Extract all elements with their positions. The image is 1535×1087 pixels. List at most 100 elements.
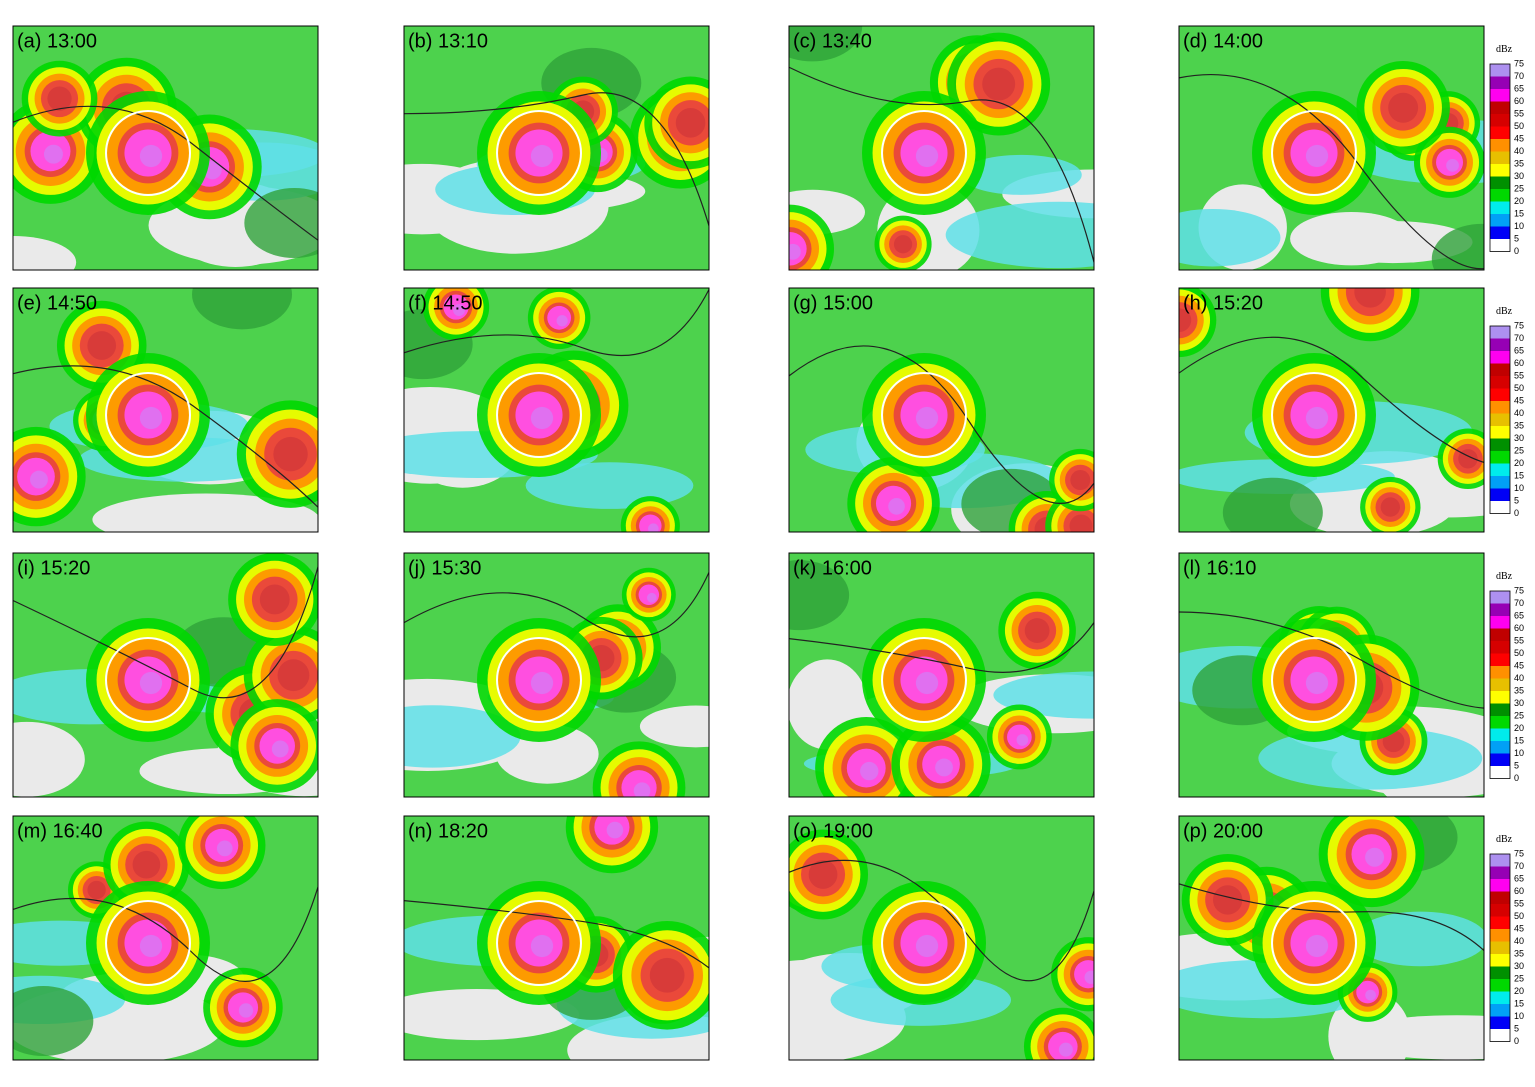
colorbar-swatch — [1490, 603, 1510, 616]
echo-core — [238, 1003, 254, 1018]
radar-panel — [13, 288, 318, 532]
colorbar-tick-label: 20 — [1514, 723, 1524, 733]
radar-panel — [789, 288, 1094, 532]
colorbar-tick-label: 45 — [1514, 395, 1524, 405]
echo-weak — [960, 154, 1082, 195]
echo-cell — [1069, 514, 1093, 532]
colorbar-swatch — [1490, 941, 1510, 954]
panel-label: (i) 15:20 — [17, 557, 90, 579]
boundary — [13, 566, 318, 699]
highlight-circle — [105, 110, 191, 196]
echo-core — [935, 758, 953, 777]
echo-weak — [945, 201, 1094, 269]
colorbar-swatch — [1490, 501, 1510, 514]
highlight-circle — [1271, 637, 1357, 723]
radar-panel — [404, 26, 709, 270]
colorbar-tick-label: 55 — [1514, 370, 1524, 380]
panel-frame — [1178, 25, 1485, 271]
colorbar-swatch — [1490, 678, 1510, 691]
boundary — [404, 92, 709, 227]
echo-cell — [87, 331, 117, 360]
panel-label: (c) 13:40 — [793, 30, 872, 52]
echo-core — [271, 740, 289, 758]
echo-cell — [1388, 92, 1419, 123]
colorbar-tick-label: 10 — [1514, 483, 1524, 493]
echo-dark — [789, 26, 863, 62]
echo-dark — [192, 288, 293, 330]
boundary — [13, 105, 318, 241]
colorbar-tick-label: 40 — [1514, 673, 1524, 683]
colorbar-swatch — [1490, 326, 1510, 339]
map-area — [169, 501, 318, 532]
colorbar-tick-label: 35 — [1514, 948, 1524, 958]
colorbar-tick-label: 15 — [1514, 998, 1524, 1008]
colorbar-swatch — [1490, 703, 1510, 716]
highlight-circle — [496, 110, 582, 196]
colorbar-swatch — [1490, 488, 1510, 501]
radar-panel — [13, 816, 318, 1060]
colorbar-swatch — [1490, 451, 1510, 464]
radar-panel — [1179, 553, 1484, 797]
echo-core — [1305, 144, 1329, 168]
echo-cell — [675, 108, 706, 138]
colorbar-tick-label: 60 — [1514, 358, 1524, 368]
panel-frame — [788, 552, 1095, 798]
colorbar-swatch — [1490, 413, 1510, 426]
colorbar-tick-label: 5 — [1514, 1023, 1519, 1033]
colorbar-swatch — [1490, 89, 1510, 102]
colorbar-unit: dBz — [1496, 44, 1513, 55]
colorbar-unit: dBz — [1496, 571, 1513, 582]
colorbar-tick-label: 40 — [1514, 408, 1524, 418]
map-area — [639, 705, 709, 748]
colorbar-tick-label: 0 — [1514, 773, 1519, 783]
colorbar-swatch — [1490, 616, 1510, 629]
colorbar-swatch — [1490, 338, 1510, 351]
colorbar-tick-label: 45 — [1514, 660, 1524, 670]
echo-core — [915, 406, 939, 430]
colorbar-tick-label: 75 — [1514, 58, 1524, 68]
colorbar-tick-label: 30 — [1514, 698, 1524, 708]
highlight-circle — [105, 372, 191, 458]
colorbar-tick-label: 20 — [1514, 458, 1524, 468]
echo-cell — [1380, 497, 1400, 517]
panel-label: (m) 16:40 — [17, 820, 103, 842]
radar-panel — [789, 553, 1094, 797]
colorbar-tick-label: 10 — [1514, 221, 1524, 231]
colorbar-tick-label: 60 — [1514, 886, 1524, 896]
radar-panel — [1179, 816, 1484, 1060]
echo-core — [530, 671, 554, 695]
colorbar-frame — [1489, 590, 1511, 779]
colorbar-unit: dBz — [1496, 834, 1513, 845]
colorbar-swatch — [1490, 666, 1510, 679]
echo-weak — [1179, 208, 1281, 267]
boundary — [789, 345, 1094, 504]
echo-core — [216, 840, 233, 857]
colorbar-swatch — [1490, 101, 1510, 114]
panel-frame — [403, 552, 710, 798]
colorbar-tick-label: 20 — [1514, 986, 1524, 996]
colorbar-swatch — [1490, 954, 1510, 967]
colorbar-swatch — [1490, 891, 1510, 904]
colorbar-tick-label: 5 — [1514, 495, 1519, 505]
colorbar-tick-label: 20 — [1514, 196, 1524, 206]
echo-core — [606, 821, 624, 839]
colorbar-tick-label: 65 — [1514, 610, 1524, 620]
panel-label: (b) 13:10 — [408, 30, 488, 52]
colorbar-tick-label: 25 — [1514, 445, 1524, 455]
panel-label: (n) 18:20 — [408, 820, 488, 842]
highlight-circle — [496, 637, 582, 723]
boundary — [1179, 74, 1484, 270]
colorbar-swatch — [1490, 214, 1510, 227]
colorbar-unit: dBz — [1496, 306, 1513, 317]
echo-cell — [1212, 885, 1243, 915]
echo-core — [139, 144, 163, 168]
colorbar-swatch — [1490, 879, 1510, 892]
panel-label: (j) 15:30 — [408, 557, 481, 579]
highlight-circle — [881, 637, 967, 723]
highlight-circle — [105, 637, 191, 723]
panel-label: (k) 16:00 — [793, 557, 872, 579]
echo-cell — [1024, 618, 1050, 643]
echo-cell — [132, 850, 161, 879]
colorbar-tick-label: 0 — [1514, 246, 1519, 256]
panel-label: (a) 13:00 — [17, 30, 97, 52]
